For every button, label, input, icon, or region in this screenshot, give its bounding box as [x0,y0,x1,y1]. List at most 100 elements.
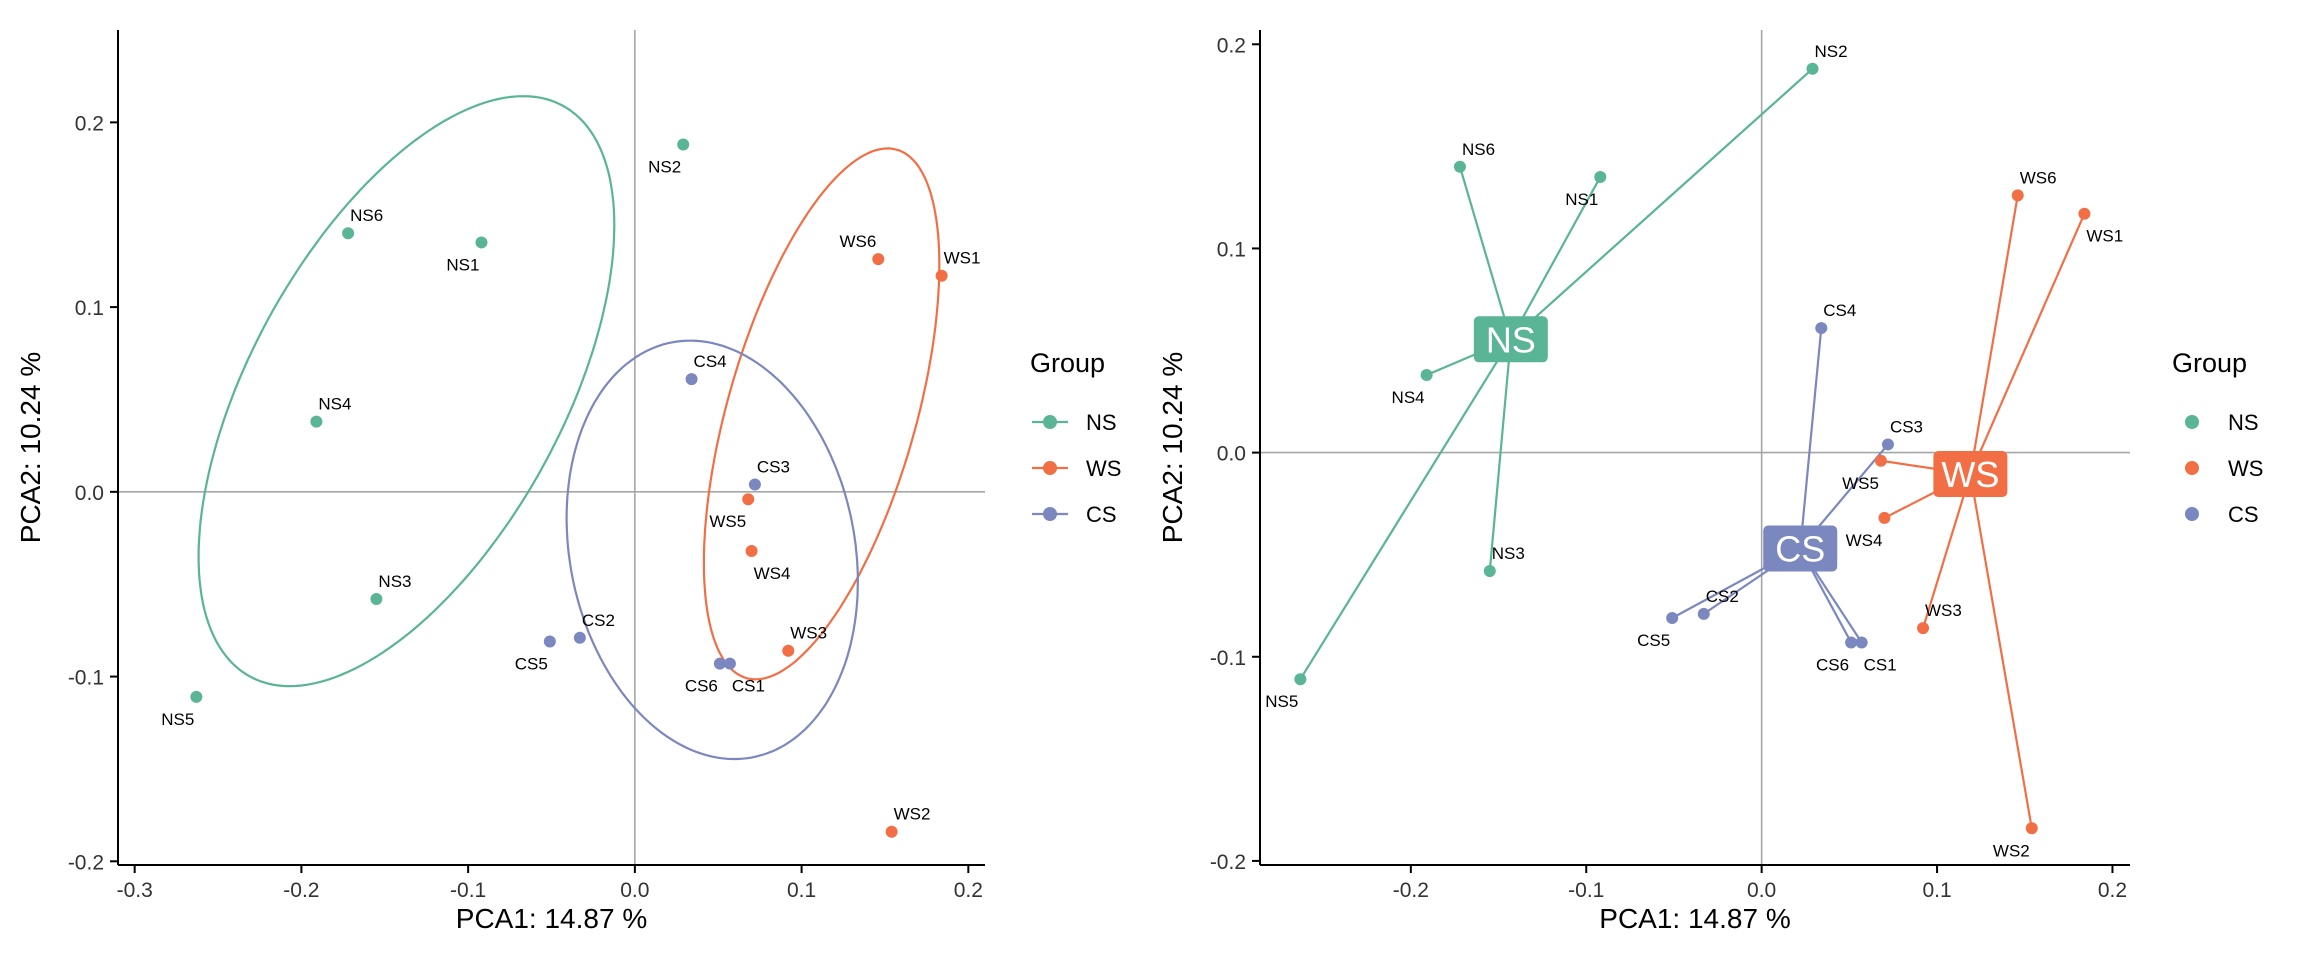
point-label-ws2: WS2 [1993,841,2030,860]
point-label-cs1: CS1 [1864,655,1897,674]
legend-title: Group [2172,348,2247,378]
point-label-cs3: CS3 [1890,417,1923,436]
point-label-ns2: NS2 [1815,42,1848,61]
point-label-ws5: WS5 [709,512,746,531]
legend-label-ns: NS [2228,410,2259,435]
spider-line-ns5 [1299,338,1512,680]
centroid-box-cs [1763,525,1838,572]
legend-label-cs: CS [1086,502,1117,527]
point-label-ns2: NS2 [648,158,681,177]
chart-panel-2: NS1 NS2 NS3 NS4 NS5 NS6 WS1 WS2 WS3 WS4 WS5 WS6 CS1 C… [1157,30,2263,934]
x-axis-title: PCA1: 14.87 % [456,903,647,934]
ellipse-cs [565,339,859,761]
point-cs6 [1845,636,1858,649]
legend-key-ns [1043,415,1057,429]
point-ns6 [1453,160,1466,173]
point-label-cs5: CS5 [1637,631,1670,650]
point-label-cs4: CS4 [1823,301,1856,320]
x-tick-label: -0.3 [117,879,153,902]
point-label-ns6: NS6 [350,206,383,225]
point-ns2 [1806,62,1819,75]
point-cs4 [1815,322,1828,335]
y-axis-title: PCA2: 10.24 % [15,352,46,543]
point-ws6 [2011,189,2024,202]
ellipse-ws [702,147,941,681]
point-label-ws6: WS6 [839,232,876,251]
legend-label-ws: WS [1086,456,1121,481]
ellipse-ns [197,95,616,688]
point-label-cs6: CS6 [1816,655,1849,674]
y-tick-label: -0.1 [1210,647,1246,670]
x-tick-label: 0.1 [1922,879,1951,902]
legend: Group NS WS CS [2172,348,2263,527]
legend-key-ws [2185,461,2199,475]
spider-line-ns6 [1458,166,1512,340]
point-label-ns6: NS6 [1462,140,1495,159]
point-label-ns1: NS1 [1565,190,1598,209]
x-tick-label: -0.2 [283,879,319,902]
centroid-box-ns [1473,316,1548,363]
spider-line-ws6 [1969,195,2019,475]
point-cs2 [573,631,586,644]
y-tick-label: 0.1 [75,297,104,320]
centroid-label-ws: WS [1941,454,1999,495]
x-tick-label: -0.2 [1393,879,1429,902]
point-cs2 [1697,607,1710,620]
x-tick-label: -0.1 [1568,879,1604,902]
centroid-box-ws [1933,451,2008,498]
point-ws2 [885,825,898,838]
centroid-label-ns: NS [1486,319,1536,360]
spider-line-cs4 [1799,327,1823,549]
y-tick-label: 0.0 [1217,443,1246,466]
point-cs5 [543,635,556,648]
y-tick-label: -0.2 [1210,851,1246,874]
spider-line-ws2 [1969,473,2033,829]
point-ws4 [745,544,758,557]
point-cs4 [685,373,698,386]
point-ws1 [935,269,948,282]
point-cs1 [723,657,736,670]
point-label-ns5: NS5 [1265,692,1298,711]
point-cs6 [713,657,726,670]
point-label-ws3: WS3 [1925,601,1962,620]
point-ns1 [1594,170,1607,183]
spider-line-ns3 [1488,339,1512,572]
point-label-ns4: NS4 [1392,388,1425,407]
point-ns4 [1420,369,1433,382]
legend-label-ns: NS [1086,410,1117,435]
point-cs5 [1666,611,1679,624]
y-tick-label: -0.2 [68,851,104,874]
point-label-ws4: WS4 [1846,531,1883,550]
point-ns5 [1294,673,1307,686]
point-label-ws3: WS3 [790,624,827,643]
point-label-ns3: NS3 [1492,544,1525,563]
point-label-ws5: WS5 [1842,474,1879,493]
point-label-cs1: CS1 [732,677,765,696]
point-ns5 [190,690,203,703]
legend-label-ws: WS [2228,456,2263,481]
chart-panel-1: NS1 NS2 NS3 NS4 NS5 NS6 WS1 WS2 WS3 WS4 WS5 WS6 CS1 C… [15,30,1121,934]
point-label-ws4: WS4 [754,564,791,583]
spider-line-ns2 [1510,67,1814,341]
legend-key-ws [1043,461,1057,475]
legend: Group NS WS CS [1030,348,1121,527]
point-cs3 [748,478,761,491]
point-ws3 [782,644,795,657]
point-ns2 [677,138,690,151]
y-tick-label: 0.2 [1217,34,1246,57]
point-ws3 [1917,622,1930,635]
point-label-ns4: NS4 [318,395,351,414]
point-cs3 [1881,438,1894,451]
point-label-ws1: WS1 [944,249,981,268]
point-label-ns1: NS1 [446,255,479,274]
point-ns3 [370,592,383,605]
point-ns1 [475,236,488,249]
point-label-cs2: CS2 [1706,587,1739,606]
point-ns6 [342,227,355,240]
legend-key-cs [2185,507,2199,521]
spider-line-ns1 [1509,176,1602,340]
point-label-cs4: CS4 [694,352,727,371]
point-label-cs2: CS2 [582,611,615,630]
point-label-ws6: WS6 [2020,168,2057,187]
